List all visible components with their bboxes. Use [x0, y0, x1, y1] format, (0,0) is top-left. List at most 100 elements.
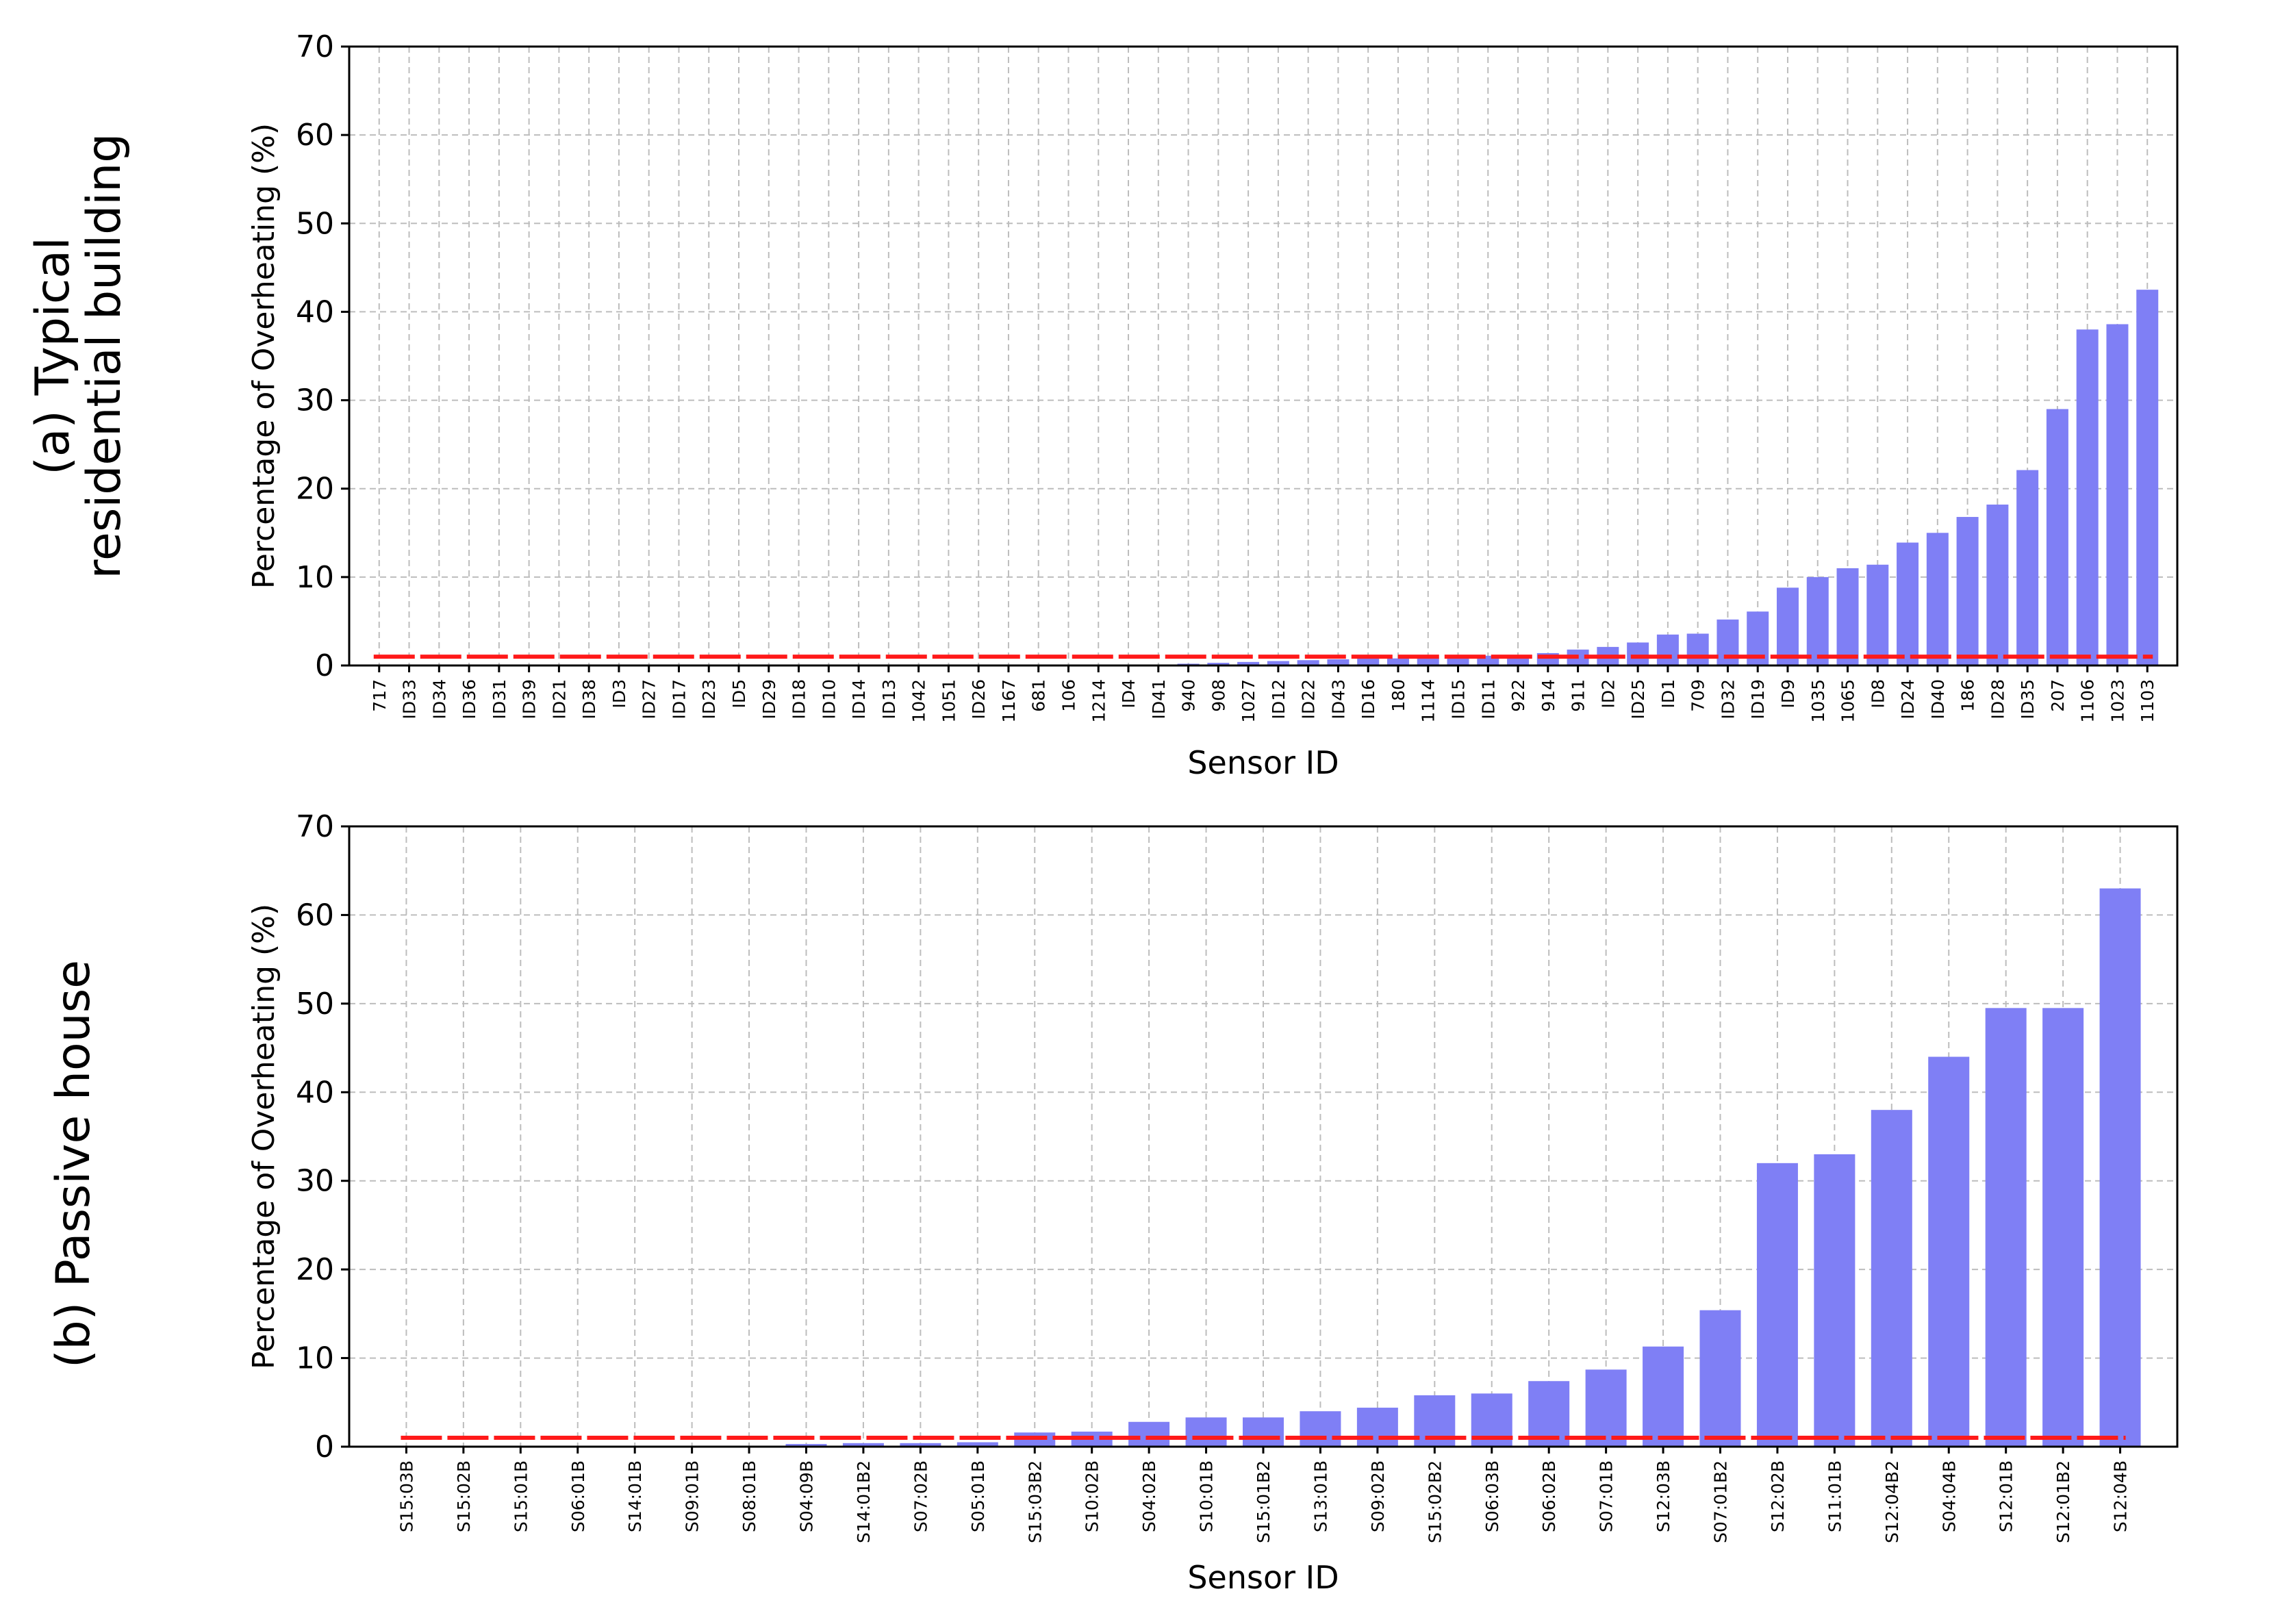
x-tick-label: 207 [2048, 679, 2068, 712]
x-tick-label: 681 [1029, 679, 1049, 712]
x-tick-label: 911 [1569, 679, 1588, 712]
bar [842, 1443, 884, 1447]
x-tick-label: ID5 [729, 679, 749, 709]
x-tick-label: S12:03B [1654, 1460, 1673, 1532]
x-tick-label: S15:02B [454, 1460, 474, 1532]
x-tick-label: 1214 [1089, 679, 1109, 723]
x-tick-label: S04:09B [797, 1460, 817, 1532]
x-tick-label: 180 [1389, 679, 1408, 712]
row-label-line: (b) Passive house [47, 960, 101, 1368]
x-tick-label: S15:01B2 [1254, 1460, 1274, 1543]
x-tick-label: ID36 [459, 679, 479, 719]
x-tick-label: S15:01B [511, 1460, 531, 1532]
x-tick-label: S07:01B [1597, 1460, 1617, 1532]
bar [1207, 663, 1230, 665]
x-tick-label: S06:02B [1539, 1460, 1559, 1532]
y-tick-label: 50 [296, 987, 334, 1022]
x-tick-label: ID8 [1868, 679, 1888, 709]
x-tick-label: ID13 [879, 679, 899, 719]
bar [1866, 564, 1889, 665]
x-tick-label: S04:04B [1939, 1460, 1959, 1532]
x-axis-label-a: Sensor ID [1187, 744, 1339, 781]
x-tick-label: ID25 [1628, 679, 1648, 719]
x-tick-label: S13:01B [1310, 1460, 1330, 1532]
y-tick-label: 30 [296, 1164, 334, 1199]
x-tick-label: ID3 [609, 679, 629, 709]
x-tick-label: ID21 [549, 679, 569, 719]
y-tick-label: 20 [296, 472, 334, 507]
x-tick-label: 914 [1538, 679, 1558, 712]
x-tick-label: ID39 [520, 679, 540, 719]
x-tick-label: ID28 [1988, 679, 2007, 719]
y-tick-label: 0 [315, 1430, 334, 1464]
y-tick-label: 0 [315, 648, 334, 683]
x-tick-label: S05:01B [968, 1460, 988, 1532]
bar [1897, 542, 1919, 665]
x-tick-label: ID27 [639, 679, 659, 719]
y-tick-label: 70 [296, 29, 334, 64]
x-tick-label: ID41 [1149, 679, 1169, 719]
x-tick-label: ID11 [1478, 679, 1498, 719]
x-tick-label: ID9 [1778, 679, 1798, 709]
x-tick-label: S15:03B2 [1025, 1460, 1045, 1543]
x-tick-label: ID23 [699, 679, 719, 719]
x-tick-label: ID32 [1718, 679, 1738, 719]
bar [1300, 1411, 1341, 1447]
x-tick-label: ID10 [819, 679, 839, 719]
bar [1871, 1110, 1912, 1447]
bar [1686, 633, 1709, 665]
bar [1756, 1163, 1798, 1447]
bar [1327, 659, 1350, 665]
x-tick-label: S06:03B [1482, 1460, 1502, 1532]
x-tick-label: S09:02B [1368, 1460, 1388, 1532]
x-tick-label: S10:01B [1197, 1460, 1217, 1532]
x-tick-label: S14:01B2 [854, 1460, 874, 1543]
bar [1297, 660, 1319, 665]
bar [2099, 888, 2141, 1447]
x-ticks-b: S15:03B S15:02B S15:01B S06:01B S14:01B S09:0… [396, 1447, 2131, 1543]
bar [1956, 517, 1979, 665]
bar [1237, 661, 1260, 665]
x-tick-label: ID38 [579, 679, 599, 719]
y-axis-label-b: Percentage of Overheating (%) [246, 904, 281, 1369]
bar [1806, 576, 1829, 665]
bar [2042, 1008, 2084, 1447]
x-tick-label: 922 [1508, 679, 1528, 712]
x-tick-label: 1027 [1239, 679, 1258, 723]
bar [1627, 642, 1649, 665]
x-tick-label: 1103 [2138, 679, 2157, 723]
bar [2016, 470, 2039, 665]
x-axis-label-b: Sensor ID [1187, 1559, 1339, 1596]
bar [1267, 661, 1289, 665]
x-tick-label: ID18 [789, 679, 809, 719]
bar [2106, 324, 2129, 665]
bar [1699, 1310, 1741, 1447]
x-tick-label: 106 [1059, 679, 1078, 712]
x-tick-label: ID26 [969, 679, 989, 719]
bar [2076, 329, 2099, 665]
x-tick-label: ID16 [1358, 679, 1378, 719]
bar [1986, 504, 2009, 665]
x-tick-label: 186 [1958, 679, 1978, 712]
x-tick-label: 1042 [909, 679, 929, 723]
x-tick-label: ID40 [1928, 679, 1948, 719]
bar [1814, 1154, 1855, 1447]
x-tick-label: 1023 [2107, 679, 2127, 723]
y-ticks-a: 0 10 20 30 40 50 60 70 [296, 29, 349, 683]
bar [1417, 657, 1439, 665]
x-tick-label: S12:02B [1768, 1460, 1788, 1532]
bar [1243, 1417, 1284, 1447]
y-tick-label: 70 [296, 809, 334, 844]
x-tick-label: S11:01B [1825, 1460, 1845, 1532]
x-tick-label: S07:01B2 [1711, 1460, 1731, 1543]
x-tick-label: ID15 [1449, 679, 1469, 719]
bar [1386, 658, 1409, 665]
grid-a [349, 47, 2177, 665]
x-tick-label: S12:04B [2111, 1460, 2131, 1532]
x-tick-label: ID29 [759, 679, 779, 719]
x-tick-label: 1051 [939, 679, 959, 723]
x-tick-label: ID1 [1658, 679, 1678, 709]
x-tick-label: ID4 [1119, 679, 1139, 709]
